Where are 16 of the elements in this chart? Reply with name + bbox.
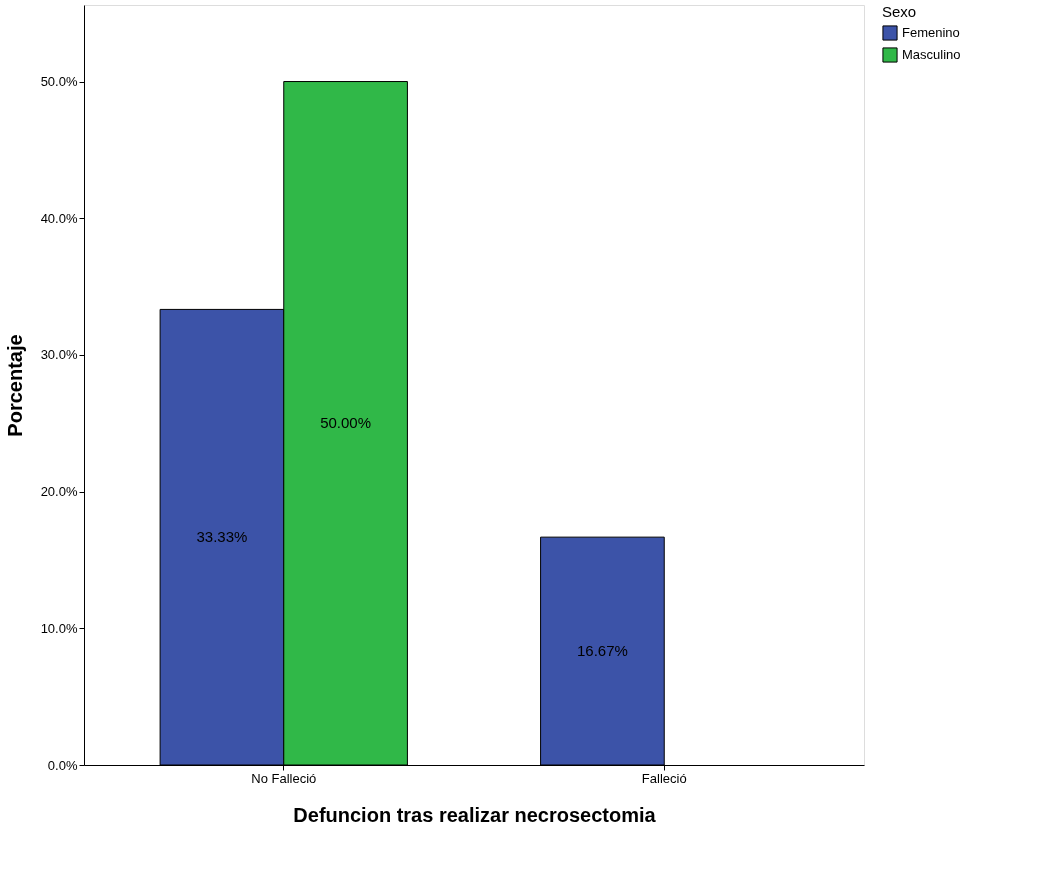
y-tick-label: 20.0% bbox=[40, 484, 78, 500]
legend-label: Masculino bbox=[902, 47, 961, 62]
data-label: 16.67% bbox=[576, 642, 628, 660]
y-tick-label: 40.0% bbox=[40, 210, 78, 226]
x-axis-title: Defuncion tras realizar necrosectomia bbox=[293, 803, 657, 826]
legend-title: Sexo bbox=[882, 3, 917, 20]
y-tick-label: 50.0% bbox=[40, 74, 78, 90]
y-tick-label: 10.0% bbox=[40, 620, 78, 636]
y-tick-label: 30.0% bbox=[40, 347, 78, 363]
x-tick-label: No Falleció bbox=[251, 770, 317, 786]
legend-label: Femenino bbox=[902, 25, 960, 40]
data-label: 33.33% bbox=[196, 528, 248, 546]
data-label: 50.00% bbox=[320, 414, 372, 432]
y-axis-title: Porcentaje bbox=[3, 334, 26, 437]
y-tick-label: 0.0% bbox=[47, 757, 78, 773]
x-tick-label: Falleció bbox=[641, 770, 687, 786]
